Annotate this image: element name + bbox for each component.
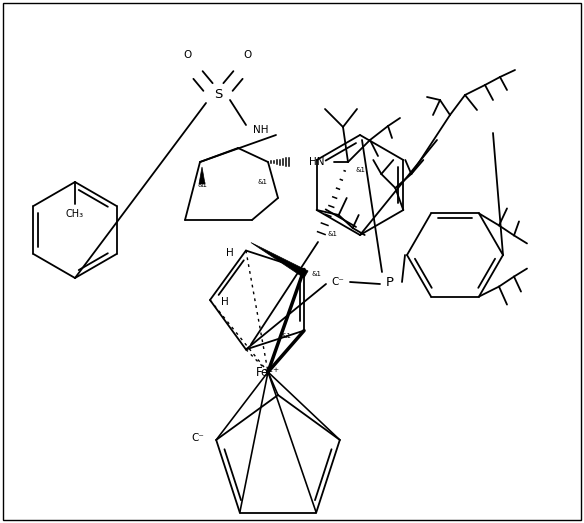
Polygon shape [251,243,308,278]
Text: &1: &1 [328,231,338,237]
Text: Fe²⁺: Fe²⁺ [256,366,280,379]
Text: &1: &1 [355,167,365,173]
Polygon shape [199,167,205,184]
Text: O: O [184,50,192,60]
Text: &1: &1 [311,271,321,277]
Text: C⁻: C⁻ [192,433,204,443]
Text: &1: &1 [197,182,207,188]
Text: H: H [226,247,234,257]
Text: H: H [221,297,229,307]
Text: P: P [386,276,394,289]
Text: &1: &1 [281,333,291,338]
Text: &1: &1 [257,179,267,185]
Text: CH₃: CH₃ [66,209,84,219]
Text: C⁻: C⁻ [332,277,345,287]
Text: HN: HN [310,157,325,167]
Text: S: S [214,88,222,101]
Text: NH: NH [253,125,269,135]
Text: O: O [244,50,252,60]
